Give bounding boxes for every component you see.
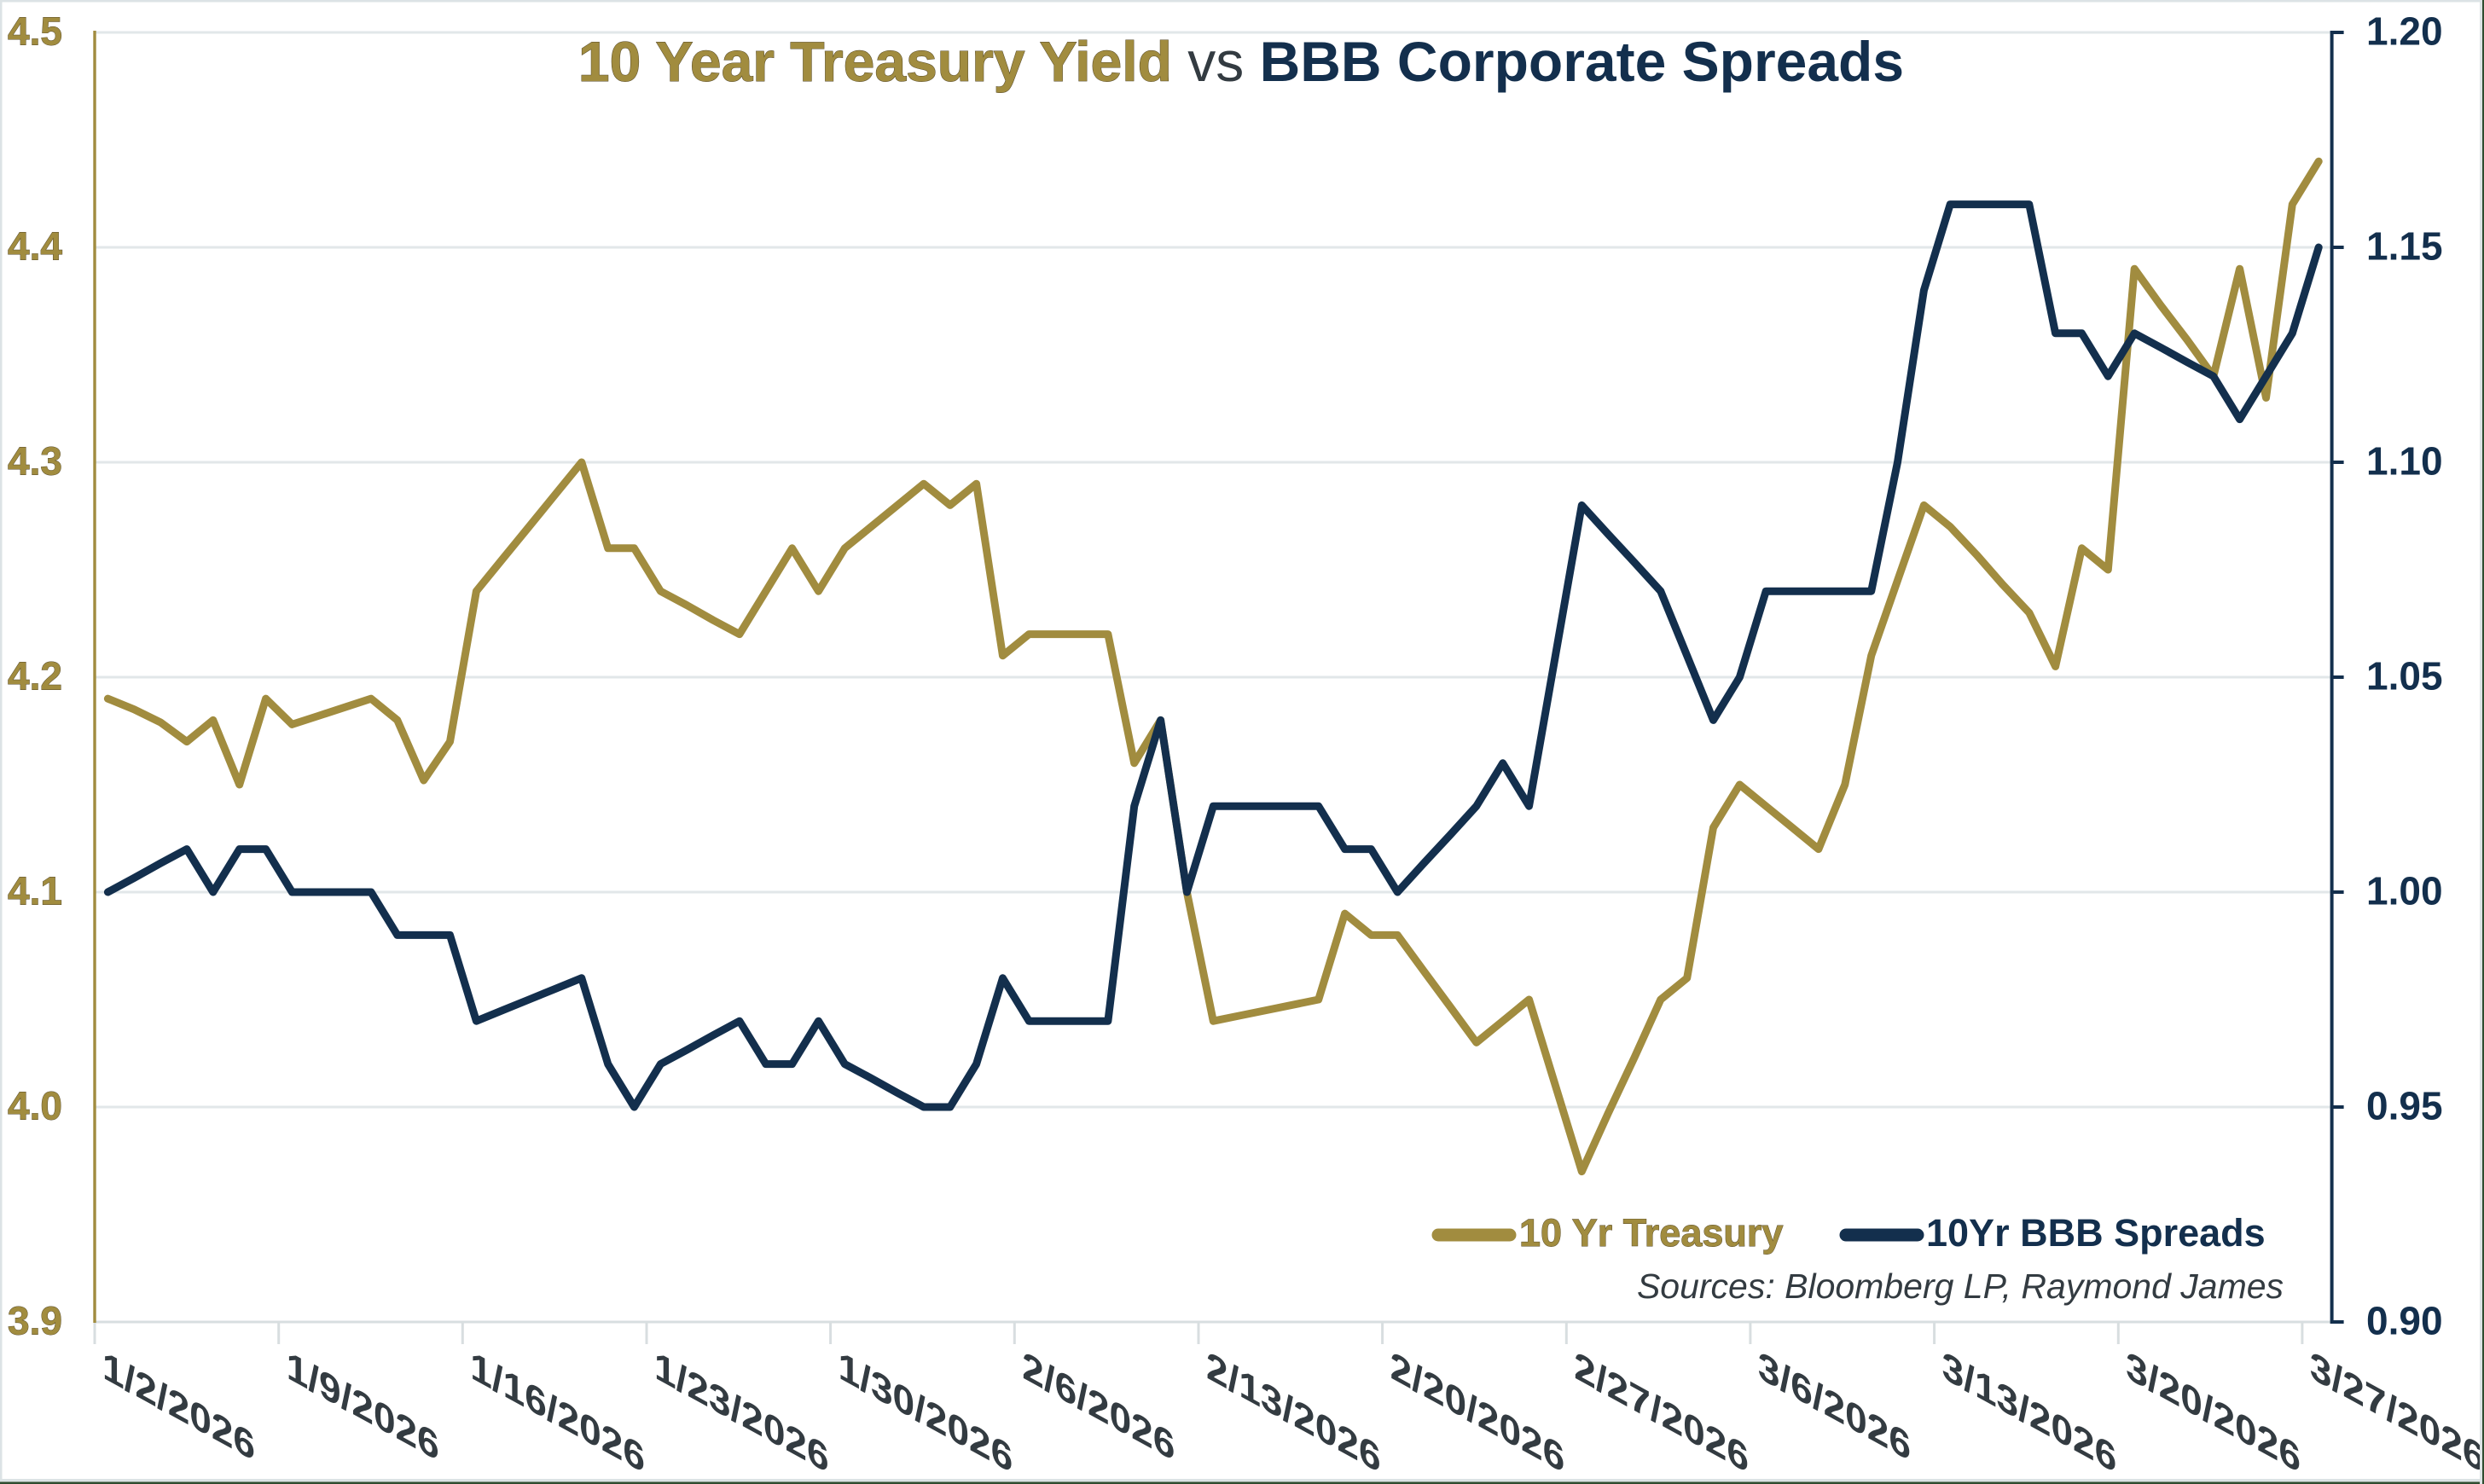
svg-text:0.95: 0.95 <box>2366 1084 2443 1128</box>
svg-text:4.3: 4.3 <box>8 439 62 484</box>
svg-text:10 Year Treasury Yield vs BBB: 10 Year Treasury Yield vs BBB Corporate … <box>578 30 1904 93</box>
svg-text:4.4: 4.4 <box>8 224 62 269</box>
svg-text:10 Yr Treasury: 10 Yr Treasury <box>1519 1211 1783 1255</box>
svg-text:1.15: 1.15 <box>2366 224 2443 269</box>
svg-text:1.00: 1.00 <box>2366 869 2443 913</box>
svg-text:1.20: 1.20 <box>2366 9 2443 54</box>
svg-text:4.2: 4.2 <box>8 654 62 699</box>
svg-text:Sources: Bloomberg LP, Raymond: Sources: Bloomberg LP, Raymond James <box>1637 1267 2284 1306</box>
svg-text:4.0: 4.0 <box>8 1084 62 1128</box>
svg-text:3.9: 3.9 <box>8 1299 62 1343</box>
svg-text:10Yr BBB Spreads: 10Yr BBB Spreads <box>1926 1211 2266 1255</box>
svg-text:1.05: 1.05 <box>2366 654 2443 699</box>
svg-text:1.10: 1.10 <box>2366 439 2443 484</box>
svg-text:4.1: 4.1 <box>8 869 62 913</box>
svg-text:0.90: 0.90 <box>2366 1299 2443 1343</box>
svg-text:4.5: 4.5 <box>8 9 62 54</box>
